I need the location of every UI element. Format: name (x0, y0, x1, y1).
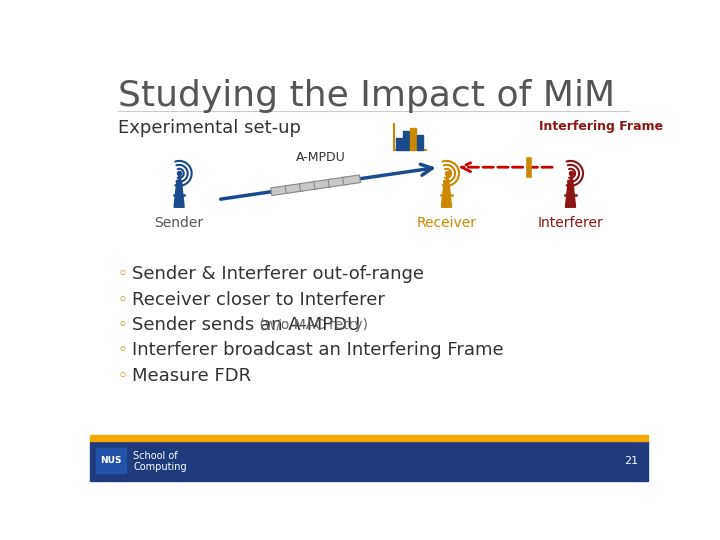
Text: Sender: Sender (155, 217, 204, 231)
Bar (403, 131, 409, 150)
FancyBboxPatch shape (300, 181, 318, 191)
Text: School of: School of (133, 451, 178, 461)
Text: NUS: NUS (100, 456, 122, 465)
Bar (410, 128, 416, 150)
Polygon shape (441, 180, 451, 207)
Text: Studying the Impact of MiM: Studying the Impact of MiM (118, 79, 615, 113)
FancyBboxPatch shape (314, 179, 332, 189)
Text: Interferer: Interferer (538, 217, 603, 231)
Bar (417, 136, 423, 150)
FancyBboxPatch shape (343, 175, 361, 185)
Text: Receiver: Receiver (416, 217, 477, 231)
Text: ◦: ◦ (118, 316, 127, 334)
Text: Receiver closer to Interferer: Receiver closer to Interferer (132, 291, 384, 309)
Bar (396, 138, 402, 150)
FancyBboxPatch shape (285, 184, 303, 193)
FancyBboxPatch shape (328, 177, 346, 187)
Text: ◦: ◦ (118, 367, 127, 385)
Text: Interfering Frame: Interfering Frame (539, 120, 664, 133)
Text: ◦: ◦ (118, 265, 127, 284)
Text: ◦: ◦ (118, 341, 127, 360)
Text: ◦: ◦ (118, 291, 127, 309)
Text: Interferer broadcast an Interfering Frame: Interferer broadcast an Interfering Fram… (132, 341, 503, 360)
Polygon shape (174, 180, 184, 207)
Text: Experimental set-up: Experimental set-up (118, 119, 301, 137)
Text: Sender & Interferer out-of-range: Sender & Interferer out-of-range (132, 265, 424, 284)
Text: Sender sends an A-MPDU: Sender sends an A-MPDU (132, 316, 360, 334)
FancyBboxPatch shape (271, 185, 289, 195)
Bar (90, 441, 648, 481)
Text: 21: 21 (624, 456, 639, 465)
Bar (90, 435, 648, 441)
Text: Computing: Computing (133, 462, 187, 472)
Text: A-MPDU: A-MPDU (296, 151, 346, 164)
Bar (96, 448, 126, 473)
Polygon shape (565, 180, 575, 207)
Text: (w/o MAC retry): (w/o MAC retry) (255, 318, 368, 332)
Text: Measure FDR: Measure FDR (132, 367, 251, 385)
